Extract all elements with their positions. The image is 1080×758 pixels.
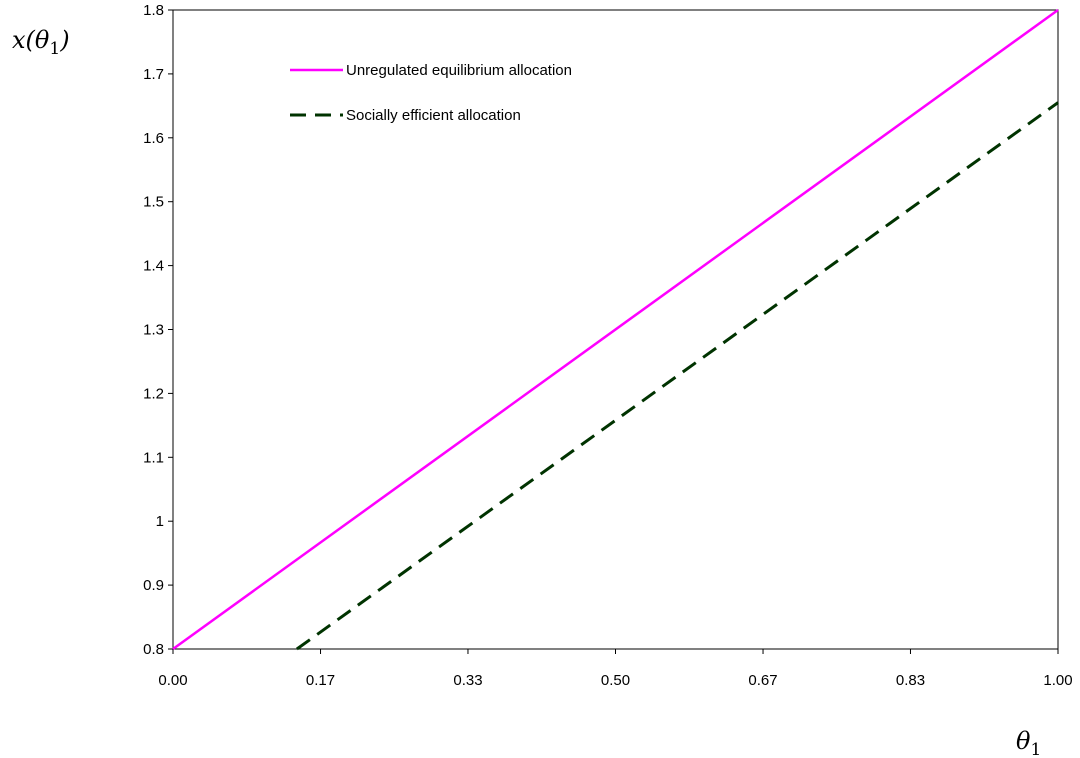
y-tick-label: 1.5 (143, 194, 164, 211)
x-tick-label: 1.00 (1043, 672, 1072, 689)
x-tick-label: 0.00 (158, 672, 187, 689)
legend-label: Unregulated equilibrium allocation (346, 62, 572, 79)
x-tick-label: 0.33 (453, 672, 482, 689)
y-tick-label: 1.2 (143, 385, 164, 402)
y-axis-ticks: 0.8 0.9 1 1.1 1.2 1.3 1.4 1.5 1.6 1.7 1.8 (143, 2, 173, 658)
legend-label: Socially efficient allocation (346, 107, 521, 124)
x-axis-title-subscript: 1 (1030, 740, 1041, 758)
y-axis-title: x(θ1) (12, 26, 70, 59)
y-tick-label: 1.8 (143, 2, 164, 19)
y-tick-label: 1.3 (143, 322, 164, 339)
series-line (172, 8, 1059, 651)
x-tick-label: 0.50 (601, 672, 630, 689)
y-tick-label: 1.6 (143, 130, 164, 147)
y-tick-label: 1.7 (143, 66, 164, 83)
y-tick-label: 1.4 (143, 258, 164, 275)
series-line (296, 101, 1059, 651)
y-tick-label: 1.1 (143, 449, 164, 466)
y-axis-title-main: x(θ (12, 26, 50, 54)
y-axis-title-subscript: 1 (49, 39, 60, 59)
x-tick-label: 0.17 (306, 672, 335, 689)
x-tick-label: 0.83 (896, 672, 925, 689)
y-tick-label: 0.9 (143, 577, 164, 594)
y-axis-title-close: ) (59, 26, 69, 54)
x-axis-ticks: 0.00 0.17 0.33 0.50 0.67 0.83 1.00 (158, 649, 1073, 689)
series-lines (172, 8, 1059, 651)
y-tick-label: 0.8 (143, 641, 164, 658)
y-tick-label: 1 (156, 513, 164, 530)
x-axis-title-main: θ (1016, 727, 1031, 755)
x-tick-label: 0.67 (748, 672, 777, 689)
x-axis-title: θ1 (1016, 727, 1041, 758)
legend: Unregulated equilibrium allocation Social… (290, 62, 572, 124)
